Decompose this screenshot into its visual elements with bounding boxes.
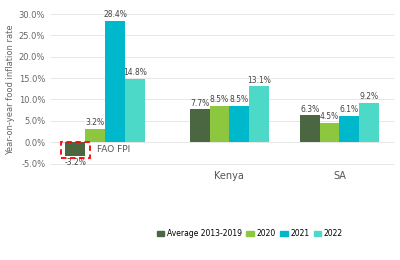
Text: 6.3%: 6.3% [300, 105, 319, 114]
Bar [210, 106, 230, 142]
Text: 8.5%: 8.5% [210, 95, 229, 104]
Text: FAO FPI: FAO FPI [97, 145, 130, 154]
Text: SA: SA [333, 171, 346, 181]
Text: 8.5%: 8.5% [230, 95, 249, 104]
Text: 14.8%: 14.8% [123, 68, 147, 77]
Text: 13.1%: 13.1% [247, 76, 271, 84]
Bar [359, 103, 379, 142]
Bar [85, 128, 105, 142]
Bar [320, 123, 340, 142]
Text: 28.4%: 28.4% [103, 10, 127, 19]
Text: 9.2%: 9.2% [360, 92, 379, 101]
Bar [300, 115, 320, 142]
Text: 7.7%: 7.7% [190, 99, 209, 108]
Y-axis label: Year-on-year food inflation rate: Year-on-year food inflation rate [6, 24, 14, 155]
Text: Kenya: Kenya [214, 171, 244, 181]
Text: 3.2%: 3.2% [86, 118, 105, 127]
Text: 4.5%: 4.5% [320, 112, 339, 121]
Bar [125, 79, 145, 142]
Text: 6.1%: 6.1% [340, 105, 359, 114]
Bar [66, 142, 85, 156]
Text: -3.2%: -3.2% [64, 158, 86, 167]
Bar [230, 106, 249, 142]
Bar [105, 21, 125, 142]
Legend: Average 2013-2019, 2020, 2021, 2022: Average 2013-2019, 2020, 2021, 2022 [154, 226, 346, 241]
Bar [190, 109, 210, 142]
Bar [249, 86, 269, 142]
Bar [340, 116, 359, 142]
